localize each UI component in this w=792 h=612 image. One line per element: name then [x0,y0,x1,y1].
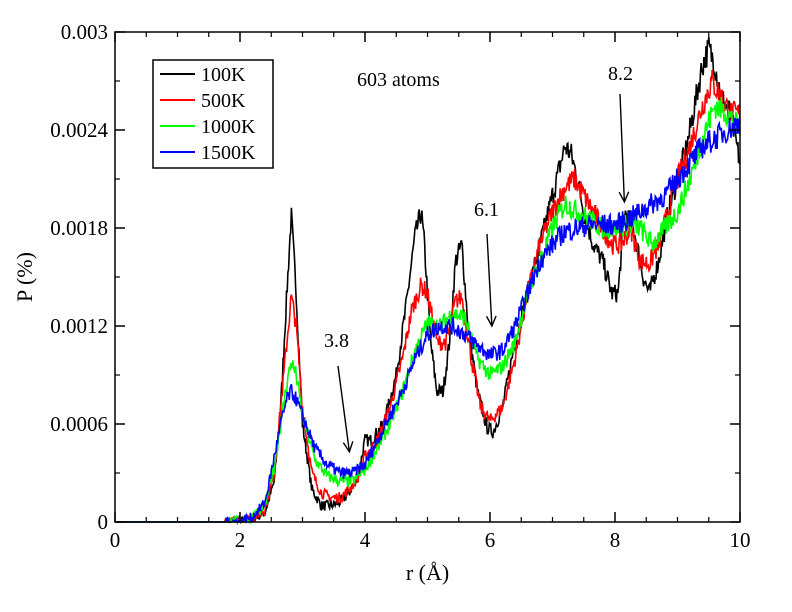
annotation-arrow-line [337,365,351,452]
annotation-arrow-line [619,93,626,202]
atoms-annotation: 603 atoms [357,69,440,91]
legend-items: 100K 500K 1000K 1500K [160,64,256,164]
arrows-layer: 3.8 6.1 8.2 [324,63,633,454]
y-tick-label: 0.0018 [50,216,108,240]
x-tick-label: 8 [610,528,621,552]
y-tick-label: 0.0012 [50,314,108,338]
y-tick-label: 0.003 [61,20,108,44]
annotation-arrow-line [486,233,493,327]
x-tick-label: 2 [235,528,246,552]
legend-label-100K: 100K [201,64,246,86]
annotation-arrow-head [342,441,354,454]
legend-label-500K: 500K [201,90,246,112]
annotation-arrow-head [485,315,497,328]
annotation-arrow-label: 3.8 [324,330,349,352]
y-tick-label: 0.0006 [50,412,108,436]
ticks-layer: 0 2 4 6 8 10 0 0.0006 0.0012 0.0018 0.0024 0.003 [50,20,750,552]
y-tick-label: 0.0024 [50,118,108,142]
x-tick-label: 0 [110,528,121,552]
y-tick-label: 0 [98,510,109,534]
x-axis-label: r (Å) [406,560,449,585]
legend: 100K 500K 1000K 1500K [152,59,274,169]
x-tick-label: 4 [360,528,371,552]
legend-label-1000K: 1000K [201,116,256,138]
y-axis-label: P (%) [12,252,37,302]
annotation-arrow-label: 6.1 [474,199,499,221]
legend-label-1500K: 1500K [201,142,256,164]
annotation-arrow-label: 8.2 [608,63,633,85]
annotation-arrow-head [618,191,630,204]
x-tick-label: 6 [485,528,496,552]
legend-box [152,59,274,169]
x-tick-label: 10 [730,528,751,552]
